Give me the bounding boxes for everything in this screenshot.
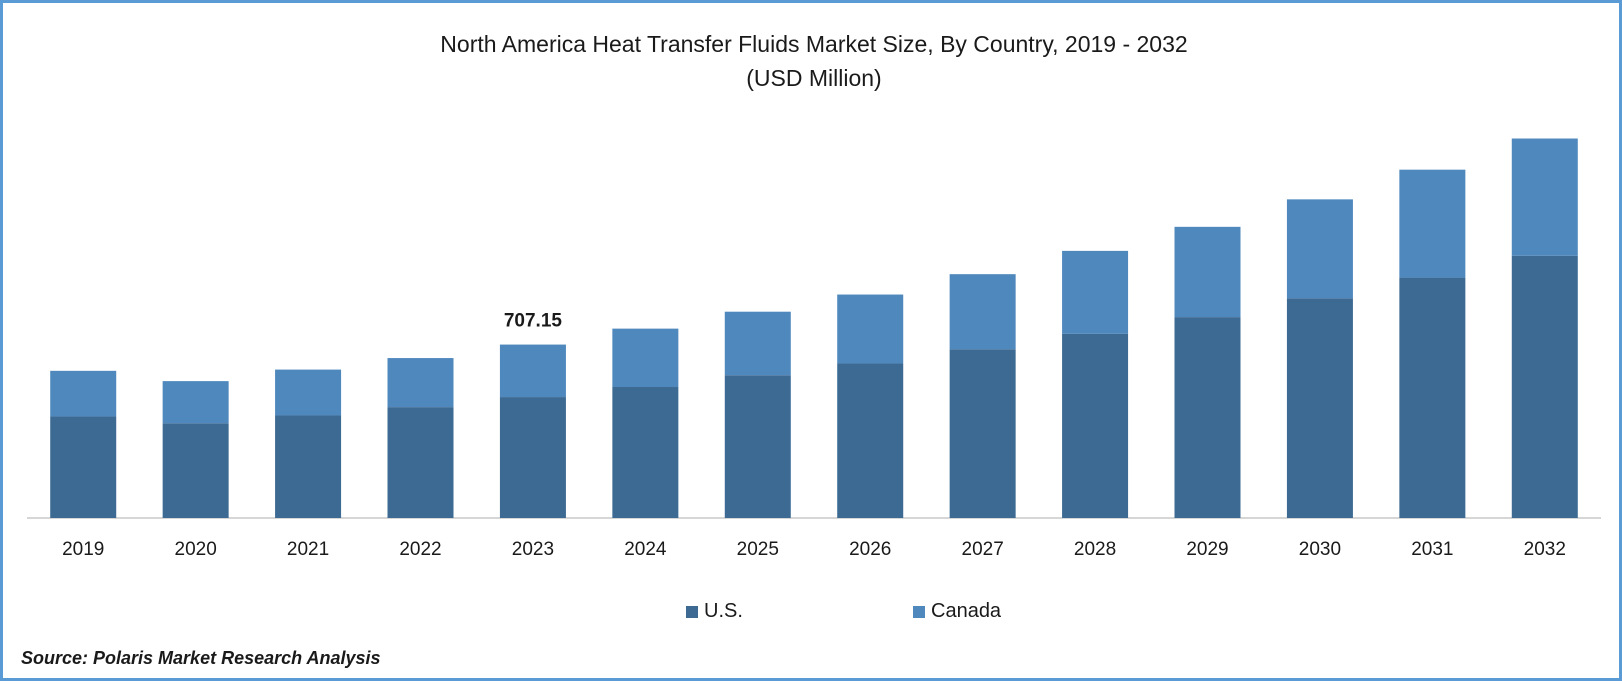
- chart-subtitle: (USD Million): [746, 65, 882, 91]
- x-tick-label-2024: 2024: [624, 539, 667, 560]
- x-tick-label-2031: 2031: [1411, 539, 1453, 560]
- x-tick-label-2021: 2021: [287, 539, 329, 560]
- bar-us-2021: [275, 415, 342, 518]
- bar-chart: 2019 2020 2021 2022 2023 707.15 2024 2025 2026 20…: [27, 138, 1601, 560]
- bar-canada-2029: [1174, 226, 1241, 318]
- x-tick-label-2028: 2028: [1074, 539, 1116, 560]
- bar-canada-2023: [499, 344, 566, 398]
- bar-us-2022: [387, 407, 454, 518]
- chart-title: North America Heat Transfer Fluids Marke…: [440, 31, 1188, 57]
- x-tick-label-2032: 2032: [1524, 539, 1566, 560]
- bar-us-2031: [1399, 277, 1466, 518]
- bar-us-2019: [50, 416, 117, 518]
- bar-canada-2019: [50, 370, 117, 417]
- x-tick-label-2023: 2023: [512, 539, 554, 560]
- bar-us-2029: [1174, 317, 1241, 518]
- legend-swatch-us: [686, 605, 698, 618]
- bar-canada-2022: [387, 358, 454, 408]
- bar-canada-2024: [612, 328, 679, 388]
- bar-us-2023: [499, 397, 566, 518]
- legend-label-canada: Canada: [931, 600, 1002, 622]
- x-tick-label-2029: 2029: [1186, 539, 1228, 560]
- x-tick-label-2030: 2030: [1299, 539, 1341, 560]
- bar-canada-2030: [1286, 199, 1353, 299]
- legend: U.S. Canada: [3, 600, 1622, 626]
- bar-canada-2021: [275, 369, 342, 416]
- bar-canada-2027: [949, 274, 1016, 350]
- bar-us-2027: [949, 349, 1016, 518]
- x-tick-label-2025: 2025: [737, 539, 779, 560]
- bar-canada-2020: [162, 381, 229, 424]
- legend-item-us: U.S.: [686, 600, 743, 623]
- bar-canada-2026: [837, 294, 904, 364]
- bar-us-2026: [837, 363, 904, 518]
- bar-us-2028: [1062, 333, 1129, 518]
- x-tick-label-2027: 2027: [962, 539, 1004, 560]
- legend-swatch-canada: [913, 605, 925, 618]
- bar-canada-2028: [1062, 250, 1129, 334]
- x-tick-label-2026: 2026: [849, 539, 891, 560]
- source-note: Source: Polaris Market Research Analysis: [21, 648, 381, 668]
- data-label-2023: 707.15: [504, 311, 563, 332]
- legend-item-canada: Canada: [913, 600, 1001, 623]
- x-tick-label-2020: 2020: [175, 539, 217, 560]
- bar-us-2032: [1511, 255, 1578, 519]
- bar-us-2025: [724, 375, 791, 518]
- bar-canada-2031: [1399, 169, 1466, 278]
- bar-canada-2025: [724, 311, 791, 376]
- bar-canada-2032: [1511, 138, 1578, 256]
- x-tick-label-2019: 2019: [62, 539, 104, 560]
- x-tick-label-2022: 2022: [399, 539, 441, 560]
- bar-us-2024: [612, 387, 679, 518]
- bar-us-2030: [1286, 298, 1353, 518]
- legend-label-us: U.S.: [704, 600, 743, 622]
- bar-us-2020: [162, 423, 229, 518]
